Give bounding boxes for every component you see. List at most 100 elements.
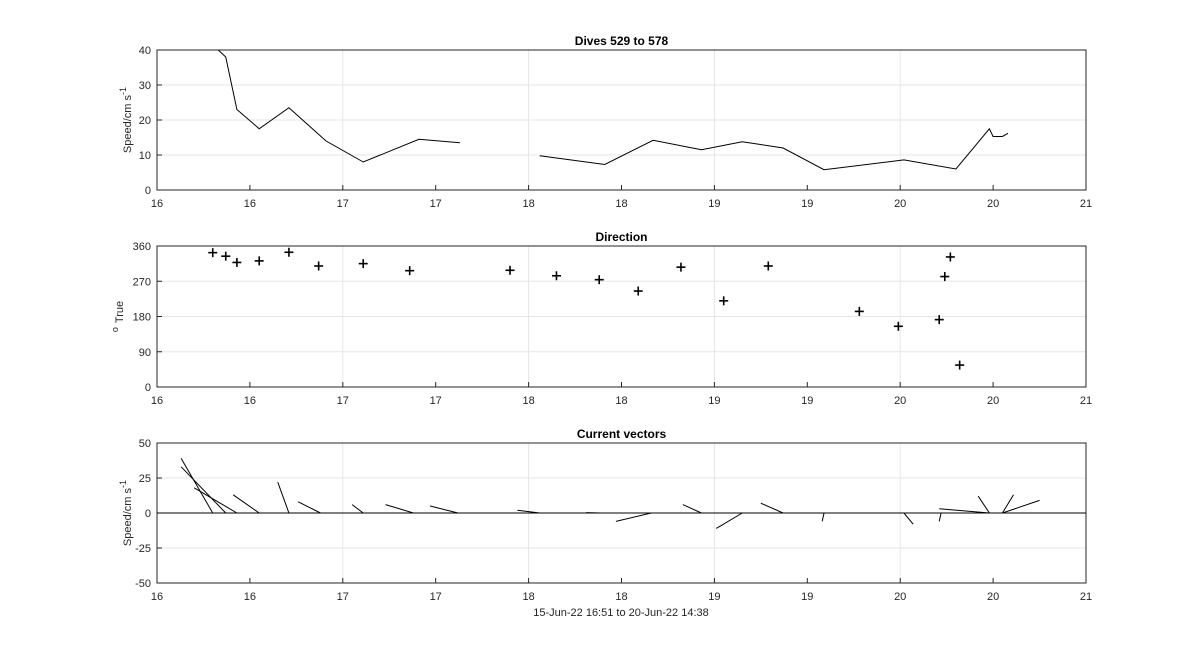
direction-point [208,248,218,258]
x-tick-label: 18 [522,591,534,603]
direction-point [232,257,242,267]
x-tick-label: 18 [615,395,627,407]
x-tick-label: 21 [1080,591,1092,603]
y-axis-label: Speed/cm s-1 [118,87,134,153]
x-tick-label: 16 [244,395,256,407]
y-tick-label: 90 [139,347,151,359]
x-tick-label: 16 [151,591,163,603]
current-vector [193,487,238,514]
y-tick-label: 0 [145,185,151,197]
y-axis-label-text: Speed/cm s [122,487,134,546]
x-tick-label: 17 [337,198,349,210]
x-tick-label: 21 [1080,395,1092,407]
y-tick-label: -50 [135,578,151,590]
y-axis-label-text: True [114,301,126,323]
y-axis-label-exponent: -1 [118,480,128,488]
x-tick-label: 19 [708,198,720,210]
direction-point [893,321,903,331]
y-tick-label: 40 [139,45,151,57]
x-tick-label: 17 [337,591,349,603]
x-tick-label: 19 [708,591,720,603]
current-vector [232,494,260,514]
y-axis-label-degree: o [110,327,120,332]
x-tick-label: 20 [987,395,999,407]
x-tick-label: 18 [522,395,534,407]
y-tick-label: 50 [139,438,151,450]
y-axis-label: Speed/cm s-1 [118,480,134,546]
x-tick-label: 20 [987,591,999,603]
current-vector [517,509,540,514]
x-tick-label: 17 [430,591,442,603]
x-tick-label: 16 [244,591,256,603]
direction-point [405,266,415,276]
current-vector [682,504,702,514]
panel-title: Dives 529 to 578 [575,34,669,48]
direction-point [719,296,729,306]
x-tick-label: 17 [430,395,442,407]
direction-point [551,271,561,281]
speed-line-segment [217,49,460,163]
current-vector [760,502,784,514]
current-vector [716,512,743,529]
panel-title: Current vectors [577,427,667,441]
x-tick-label: 20 [987,198,999,210]
current-vector [1002,499,1040,514]
y-tick-label: 360 [133,241,151,253]
x-tick-label: 20 [894,395,906,407]
x-tick-label: 19 [801,395,813,407]
current-vector [430,505,459,514]
current-vector [939,508,990,514]
x-tick-label: 16 [151,395,163,407]
current-vector [351,504,364,514]
direction-point [676,262,686,272]
y-axis-label: o True [110,301,126,332]
x-tick-label: 18 [615,198,627,210]
current-vector [297,501,321,514]
direction-point [945,252,955,262]
x-tick-label: 20 [894,198,906,210]
y-axis-label-exponent: -1 [118,87,128,95]
direction-point [763,261,773,271]
current-vector [180,466,227,514]
y-tick-label: 20 [139,115,151,127]
current-vector [180,458,214,514]
direction-point [314,261,324,271]
direction-point [940,272,950,282]
y-tick-label: 270 [133,276,151,288]
x-tick-label: 18 [522,198,534,210]
current-vector [1001,494,1014,514]
direction-panel: 16 16 17 17 18 18 19 19 20 20 21 0 90 180 270 360 Direct… [110,230,1092,407]
direction-point [633,286,643,296]
x-tick-label: 17 [337,395,349,407]
x-tick-label: 18 [615,591,627,603]
x-tick-label: 21 [1080,198,1092,210]
y-axis-label-text: Speed/cm s [122,94,134,153]
y-tick-label: 25 [139,473,151,485]
x-tick-label: 16 [244,198,256,210]
direction-point [284,247,294,257]
x-tick-label: 19 [801,198,813,210]
current-vector [277,482,290,514]
y-tick-label: 0 [145,508,151,520]
direction-point [358,259,368,269]
direction-point [505,265,515,275]
y-tick-label: -25 [135,543,151,555]
current-vector [903,512,914,525]
current-vector [385,504,414,514]
x-tick-label: 19 [801,591,813,603]
direction-point [955,360,965,370]
current-vector [938,512,942,522]
time-range-xlabel: 15-Jun-22 16:51 to 20-Jun-22 14:38 [533,607,709,619]
current-vectors-panel: 16 16 17 17 18 18 19 19 20 20 21 -50 -25 0 25 50 Current… [118,427,1092,603]
direction-point [221,251,231,261]
x-tick-label: 19 [708,395,720,407]
y-tick-label: 30 [139,80,151,92]
direction-point [254,256,264,266]
current-vector [977,495,990,514]
x-tick-label: 17 [430,198,442,210]
current-vector [615,512,652,522]
panel-title: Direction [595,230,647,244]
x-tick-label: 20 [894,591,906,603]
current-vector [821,512,825,522]
